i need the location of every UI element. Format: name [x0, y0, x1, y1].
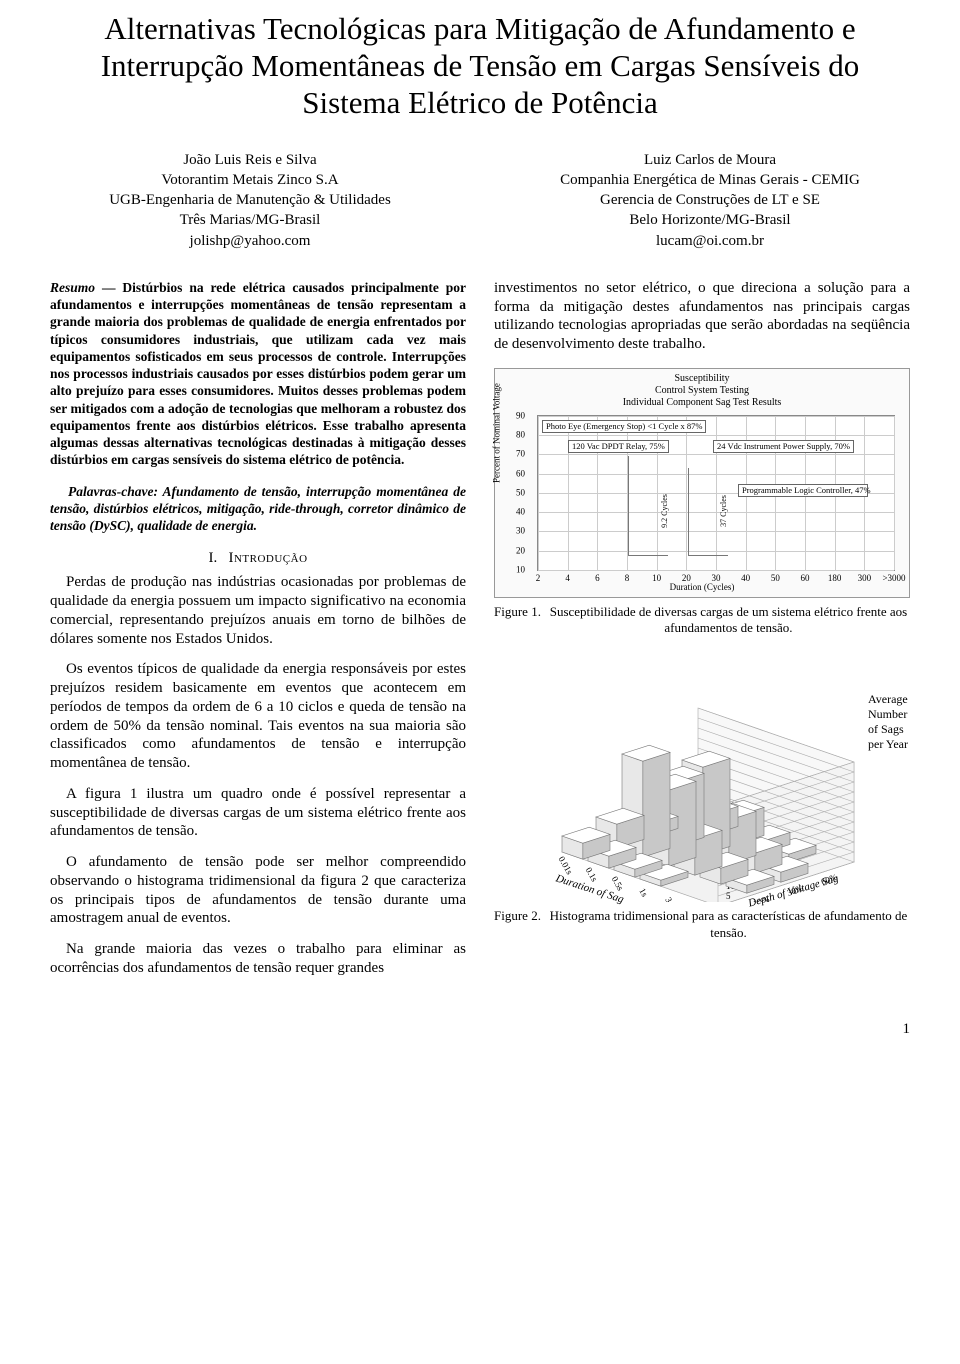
y-tick: 90	[516, 410, 525, 421]
figure-2-caption: Figure 2. Histograma tridimensional para…	[494, 908, 910, 941]
body-paragraph: Na grande maioria das vezes o trabalho p…	[50, 940, 466, 978]
author-email: lucam@oi.com.br	[510, 231, 910, 251]
section-roman: I.	[208, 550, 217, 566]
figure-number: Figure 2.	[494, 908, 541, 941]
author-org: Companhia Energética de Minas Gerais - C…	[510, 170, 910, 190]
annotation-box: 24 Vdc Instrument Power Supply, 70%	[713, 440, 854, 453]
section-heading-1: I. Introdução	[50, 549, 466, 568]
y-tick: 60	[516, 468, 525, 479]
y-tick: 40	[516, 506, 525, 517]
figure-caption-text: Histograma tridimensional para as caract…	[547, 908, 910, 941]
chart-title-line: Individual Component Sag Test Results	[495, 397, 909, 409]
author-org: Votorantim Metais Zinco S.A	[50, 170, 450, 190]
svg-text:3s: 3s	[663, 896, 676, 903]
author-left: João Luis Reis e Silva Votorantim Metais…	[50, 150, 450, 251]
page-number: 1	[50, 1020, 910, 1039]
histogram-svg: 051015202530354045500.01s0.1s0.5s1s3s20s…	[494, 652, 910, 902]
figure-number: Figure 1.	[494, 604, 541, 637]
susceptibility-chart: Susceptibility Control System Testing In…	[494, 368, 910, 598]
annotation-box: Programmable Logic Controller, 47%	[738, 484, 868, 497]
paper-title: Alternativas Tecnológicas para Mitigação…	[50, 10, 910, 122]
author-right: Luiz Carlos de Moura Companhia Energétic…	[510, 150, 910, 251]
chart-title-line: Susceptibility	[495, 373, 909, 385]
abstract-prefix: Resumo	[50, 280, 95, 295]
author-org2: UGB-Engenharia de Manutenção & Utilidade…	[50, 190, 450, 210]
plot-area: 1020304050607080902468102030405060180300…	[537, 415, 895, 571]
figure-2: 051015202530354045500.01s0.1s0.5s1s3s20s…	[494, 652, 910, 902]
y-tick: 80	[516, 429, 525, 440]
y-tick: 30	[516, 526, 525, 537]
figure-1-caption: Figure 1. Susceptibilidade de diversas c…	[494, 604, 910, 637]
left-column: Resumo — Distúrbios na rede elétrica cau…	[50, 279, 466, 990]
author-org2: Gerencia de Construções de LT e SE	[510, 190, 910, 210]
section-label: Introdução	[228, 550, 307, 566]
y-axis-label: Percent of Nominal Voltage	[491, 383, 502, 483]
z-axis-label: AverageNumberof Sagsper Year	[868, 692, 908, 752]
author-name: Luiz Carlos de Moura	[510, 150, 910, 170]
chart-title-line: Control System Testing	[495, 385, 909, 397]
authors-block: João Luis Reis e Silva Votorantim Metais…	[50, 150, 910, 251]
author-name: João Luis Reis e Silva	[50, 150, 450, 170]
body-paragraph: Perdas de produção nas indústrias ocasio…	[50, 573, 466, 648]
y-tick: 70	[516, 449, 525, 460]
body-paragraph: A figura 1 ilustra um quadro onde é poss…	[50, 785, 466, 841]
figure-1: Susceptibility Control System Testing In…	[494, 368, 910, 598]
y-tick: 20	[516, 545, 525, 556]
author-city: Belo Horizonte/MG-Brasil	[510, 210, 910, 230]
histogram-3d-chart: 051015202530354045500.01s0.1s0.5s1s3s20s…	[494, 652, 910, 902]
body-paragraph: O afundamento de tensão pode ser melhor …	[50, 853, 466, 928]
annotation-box: 120 Vac DPDT Relay, 75%	[568, 440, 669, 453]
chart-title: Susceptibility Control System Testing In…	[495, 373, 909, 409]
keywords: Palavras-chave: Afundamento de tensão, i…	[50, 483, 466, 535]
x-axis-label: Duration (Cycles)	[495, 582, 909, 593]
author-city: Três Marias/MG-Brasil	[50, 210, 450, 230]
svg-text:0: 0	[726, 901, 731, 902]
body-paragraph: investimentos no setor elétrico, o que d…	[494, 279, 910, 354]
y-tick: 10	[516, 564, 525, 575]
svg-text:5: 5	[726, 891, 731, 901]
author-email: jolishp@yahoo.com	[50, 231, 450, 251]
svg-text:1s: 1s	[637, 887, 650, 899]
annotation-box: Photo Eye (Emergency Stop) <1 Cycle x 87…	[542, 420, 706, 433]
figure-caption-text: Susceptibilidade de diversas cargas de u…	[547, 604, 910, 637]
body-paragraph: Os eventos típicos de qualidade da energ…	[50, 660, 466, 773]
y-tick: 50	[516, 487, 525, 498]
two-column-body: Resumo — Distúrbios na rede elétrica cau…	[50, 279, 910, 990]
abstract-text: — Distúrbios na rede elétrica causados p…	[50, 280, 466, 468]
abstract: Resumo — Distúrbios na rede elétrica cau…	[50, 279, 466, 469]
right-column: investimentos no setor elétrico, o que d…	[494, 279, 910, 990]
